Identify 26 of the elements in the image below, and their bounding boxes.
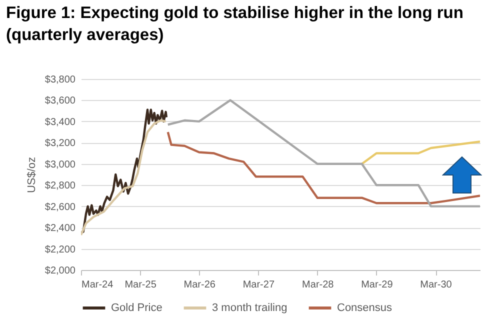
x-tick-label: Mar-27	[242, 280, 275, 290]
x-tick-label: Mar-24	[82, 280, 114, 290]
y-tick-label: $3,400	[44, 116, 76, 128]
y-tick-label: $2,600	[44, 202, 76, 213]
y-tick-label: $3,000	[44, 159, 76, 170]
y-tick-label: $2,200	[44, 244, 76, 256]
y-tick-label: $3,800	[44, 74, 76, 86]
y-tick-label: $2,400	[44, 223, 76, 234]
line-series	[166, 99, 480, 208]
y-axis-title: US$/oz	[26, 156, 38, 194]
line-series	[360, 140, 480, 165]
x-tick-label: Mar-29	[361, 280, 394, 290]
x-tick-label: Mar-26	[184, 280, 216, 290]
x-tick-label: Mar-30	[420, 280, 452, 290]
legend-label: Gold Price	[111, 302, 162, 314]
y-tick-label: $3,600	[44, 96, 76, 107]
chart-subtitle: (quarterly averages)	[6, 26, 164, 45]
x-tick-label: Mar-28	[302, 280, 334, 290]
legend-label: Consensus	[337, 302, 393, 314]
line-series	[166, 130, 480, 204]
y-tick-label: $3,200	[44, 138, 76, 150]
y-tick-label: $2,000	[44, 266, 76, 276]
chart-title: Figure 1: Expecting gold to stabilise higher in the long run	[6, 4, 464, 23]
legend-label: 3 month trailing	[212, 302, 288, 314]
y-tick-label: $2,800	[44, 180, 76, 192]
x-tick-label: Mar-25	[124, 280, 157, 290]
